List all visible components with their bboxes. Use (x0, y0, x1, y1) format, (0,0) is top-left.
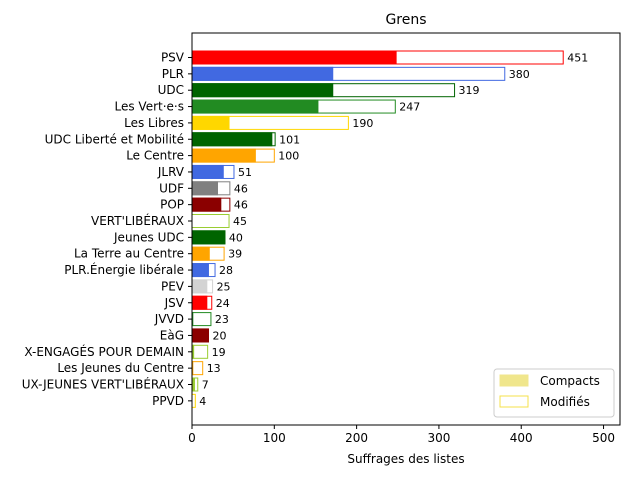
value-label: 13 (207, 362, 221, 375)
value-label: 51 (238, 166, 252, 179)
y-tick-label: La Terre au Centre (74, 247, 184, 261)
x-tick-label: 300 (427, 431, 450, 445)
value-labels: 451 380 319 247 190 101 100 51 46 46 45 40 39 28 25 24 2… (199, 52, 588, 408)
bar-compacts (191, 83, 334, 98)
value-label: 319 (459, 84, 480, 97)
bar-compacts (191, 132, 273, 147)
bar-compacts (191, 66, 334, 81)
value-label: 25 (217, 280, 231, 293)
plot-frame (191, 32, 621, 426)
value-label: 45 (233, 215, 247, 228)
y-tick-label: POP (160, 198, 184, 212)
bar-compacts (191, 197, 222, 212)
y-tick-label: JSV (164, 296, 185, 310)
bar-compacts (191, 230, 226, 245)
bar-modifies (191, 361, 204, 376)
bar-modifies (191, 312, 212, 327)
x-tick-label: 100 (263, 431, 286, 445)
bar-compacts (191, 246, 210, 261)
value-label: 380 (509, 68, 530, 81)
x-tick-label: 400 (510, 431, 533, 445)
y-tick-label: JLRV (157, 165, 185, 179)
y-tick-labels: PSV PLR UDC Les Vert·e·s Les Libres UDC Liber… (22, 51, 192, 408)
bar-compacts (191, 328, 209, 343)
y-tick-label: PEV (161, 279, 185, 293)
value-label: 40 (229, 231, 243, 244)
y-tick-label: Les Jeunes du Centre (57, 361, 184, 375)
y-tick-label: PLR (162, 67, 184, 81)
y-tick-label: UDF (159, 181, 184, 195)
bar-modifies (191, 214, 230, 228)
legend-swatch-compacts (499, 374, 529, 387)
value-label: 46 (234, 182, 248, 195)
value-label: 28 (219, 264, 233, 277)
value-label: 46 (234, 199, 248, 212)
y-tick-label: UDC Liberté et Mobilité (45, 132, 184, 146)
y-tick-label: PSV (161, 51, 185, 65)
value-label: 101 (279, 133, 300, 146)
y-tick-label: Les Vert·e·s (115, 100, 185, 114)
bar-compacts (191, 99, 319, 114)
y-tick-label: X-ENGAGÉS POUR DEMAIN (24, 344, 184, 359)
bar-compacts (191, 164, 224, 179)
y-tick-label: VERT'LIBÉRAUX (91, 213, 184, 228)
legend: Compacts Modifiés (493, 368, 615, 418)
y-tick-label: PPVD (152, 394, 184, 408)
value-label: 19 (212, 346, 226, 359)
y-tick-label: PLR.Énergie libérale (64, 262, 184, 277)
x-tick-label: 500 (592, 431, 615, 445)
value-label: 247 (399, 101, 420, 114)
legend-label-compacts: Compacts (540, 374, 600, 388)
bar-compacts (191, 148, 256, 163)
value-label: 20 (212, 329, 226, 342)
bar-compacts (191, 115, 230, 130)
value-label: 24 (216, 297, 230, 310)
legend-label-modifies: Modifiés (540, 395, 590, 409)
chart-title: Grens (385, 12, 426, 28)
value-label: 7 (202, 379, 209, 392)
bar-compacts (191, 279, 208, 294)
bar-compacts (191, 181, 219, 196)
y-tick-label: EàG (160, 328, 184, 342)
bar-compacts (191, 50, 397, 65)
y-tick-label: UX-JEUNES VERT'LIBÉRAUX (22, 377, 184, 392)
y-tick-label: Les Libres (124, 116, 184, 130)
bar-compacts (191, 263, 209, 278)
x-tick-label: 200 (345, 431, 368, 445)
value-label: 451 (567, 52, 588, 65)
y-tick-label: JVVD (154, 312, 184, 326)
bars-group (191, 50, 564, 408)
bar-compacts (191, 295, 208, 310)
x-axis: 0 100 200 300 400 500 (188, 425, 615, 445)
y-tick-label: UDC (158, 83, 184, 97)
y-tick-label: Jeunes UDC (113, 230, 184, 244)
legend-swatch-modifies (499, 395, 529, 408)
bar-modifies (191, 344, 209, 359)
value-label: 100 (278, 150, 299, 163)
x-tick-label: 0 (188, 431, 196, 445)
value-label: 4 (199, 395, 206, 408)
value-label: 23 (215, 313, 229, 326)
value-label: 39 (228, 248, 242, 261)
value-label: 190 (352, 117, 373, 130)
y-tick-label: Le Centre (126, 149, 184, 163)
x-axis-label: Suffrages des listes (347, 452, 464, 466)
